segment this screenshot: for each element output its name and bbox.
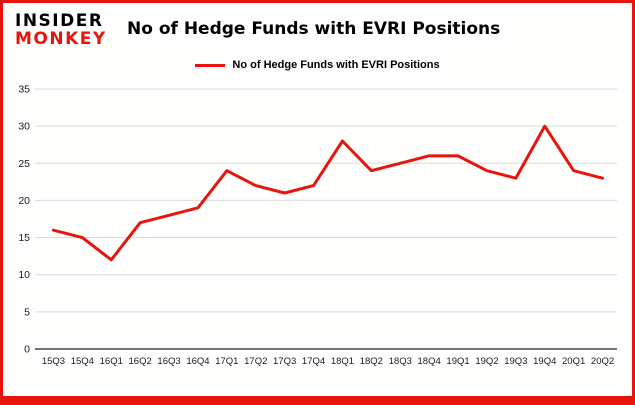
logo-line-insider: INSIDER bbox=[15, 11, 104, 31]
x-tick-label: 16Q4 bbox=[186, 356, 209, 367]
y-tick-label: 25 bbox=[18, 158, 30, 170]
x-tick-label: 17Q1 bbox=[215, 356, 238, 367]
x-tick-label: 20Q1 bbox=[562, 356, 585, 367]
x-tick-label: 20Q2 bbox=[591, 356, 614, 367]
y-tick-label: 10 bbox=[18, 269, 30, 281]
x-tick-label: 16Q1 bbox=[100, 356, 123, 367]
x-tick-label: 18Q3 bbox=[389, 356, 412, 367]
x-tick-label: 19Q4 bbox=[533, 356, 556, 367]
y-tick-label: 0 bbox=[24, 344, 30, 356]
series-line-hedge-funds bbox=[51, 124, 605, 262]
insider-monkey-logo: INSIDER MONKEY bbox=[15, 11, 107, 49]
logo-line-monkey: MONKEY bbox=[15, 28, 107, 49]
chart-header: INSIDER MONKEY No of Hedge Funds with EV… bbox=[3, 9, 632, 59]
x-tick-label: 17Q3 bbox=[273, 356, 296, 367]
legend-line-swatch bbox=[195, 63, 226, 67]
x-tick-label: 16Q3 bbox=[157, 356, 180, 367]
y-tick-label: 30 bbox=[18, 121, 30, 133]
x-tick-label: 16Q2 bbox=[129, 356, 152, 367]
x-tick-label: 15Q3 bbox=[42, 356, 65, 367]
chart-title: No of Hedge Funds with EVRI Positions bbox=[127, 19, 501, 39]
y-tick-label: 5 bbox=[24, 306, 30, 318]
x-tick-label: 18Q2 bbox=[360, 356, 383, 367]
legend-label: No of Hedge Funds with EVRI Positions bbox=[232, 59, 440, 71]
x-tick-label: 18Q1 bbox=[331, 356, 354, 367]
x-tick-label: 18Q4 bbox=[418, 356, 441, 367]
x-tick-label: 15Q4 bbox=[71, 356, 94, 367]
y-tick-label: 20 bbox=[18, 195, 30, 207]
x-tick-label: 19Q1 bbox=[446, 356, 469, 367]
x-tick-label: 17Q4 bbox=[302, 356, 325, 367]
y-tick-label: 35 bbox=[18, 84, 30, 96]
line-chart: 0 5 10 15 20 25 30 35 15Q3 15Q4 16Q1 16Q2 16Q3 16Q4 17… bbox=[18, 84, 617, 367]
chart-legend: No of Hedge Funds with EVRI Positions bbox=[3, 59, 632, 71]
x-tick-label: 17Q2 bbox=[244, 356, 267, 367]
x-tick-label: 19Q2 bbox=[475, 356, 498, 367]
x-tick-label: 19Q3 bbox=[504, 356, 527, 367]
y-tick-label: 15 bbox=[18, 232, 30, 244]
